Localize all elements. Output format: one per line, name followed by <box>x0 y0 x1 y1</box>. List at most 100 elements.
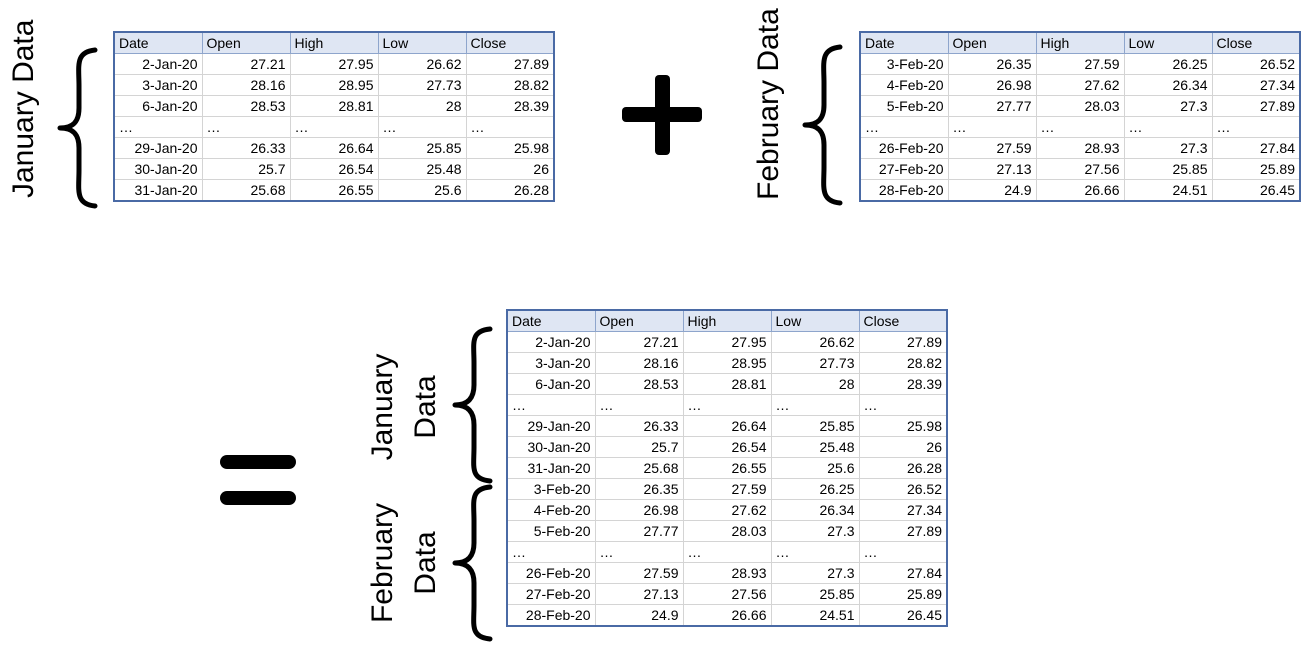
value-cell: 26.62 <box>377 53 467 75</box>
combined-february-brace <box>452 484 493 642</box>
date-cell: 30-Jan-20 <box>113 158 203 180</box>
value-cell: … <box>770 394 860 416</box>
value-cell: 28.81 <box>682 373 772 395</box>
date-cell: 3-Feb-20 <box>859 53 949 75</box>
table-row: 3-Jan-20 28.16 28.95 27.73 28.82 <box>506 352 948 374</box>
value-cell: 24.9 <box>947 179 1037 202</box>
value-cell: 27.95 <box>682 331 772 353</box>
value-cell: 26.45 <box>1211 179 1301 202</box>
value-cell: 25.48 <box>377 158 467 180</box>
value-cell: 26.55 <box>682 457 772 479</box>
value-cell: 26.98 <box>594 499 684 521</box>
table-row: …………… <box>506 541 948 563</box>
table-row: 30-Jan-20 25.7 26.54 25.48 26 <box>113 158 555 180</box>
value-cell: 26 <box>858 436 948 458</box>
value-cell: 27.59 <box>1035 53 1125 75</box>
date-cell: 6-Jan-20 <box>506 373 596 395</box>
value-cell: 26.35 <box>594 478 684 500</box>
value-cell: 27.89 <box>858 331 948 353</box>
table-row: 3-Feb-20 26.35 27.59 26.25 26.52 <box>859 53 1301 75</box>
date-cell: 31-Jan-20 <box>113 179 203 202</box>
value-cell: 26.34 <box>770 499 860 521</box>
value-cell: 26.62 <box>770 331 860 353</box>
date-cell: … <box>506 394 596 416</box>
january-header-row: Date Open High Low Close <box>113 31 555 54</box>
february-header-row: Date Open High Low Close <box>859 31 1301 54</box>
value-cell: 26.35 <box>947 53 1037 75</box>
value-cell: … <box>682 541 772 563</box>
table-row: 2-Jan-20 27.21 27.95 26.62 27.89 <box>506 331 948 353</box>
table-row: 29-Jan-20 26.33 26.64 25.85 25.98 <box>506 415 948 437</box>
table-row: 27-Feb-20 27.13 27.56 25.85 25.89 <box>506 583 948 605</box>
value-cell: … <box>289 116 379 138</box>
value-cell: 27.89 <box>465 53 555 75</box>
value-cell: 26 <box>465 158 555 180</box>
column-header: Low <box>377 31 467 54</box>
value-cell: … <box>770 541 860 563</box>
value-cell: 25.6 <box>377 179 467 202</box>
value-cell: … <box>947 116 1037 138</box>
january-body: 2-Jan-20 27.21 27.95 26.62 27.89 3-Jan-20 28.1… <box>113 53 555 202</box>
column-header: Open <box>594 309 684 332</box>
value-cell: 27.3 <box>770 562 860 584</box>
value-cell: 25.89 <box>858 583 948 605</box>
table-row: …………… <box>859 116 1301 138</box>
value-cell: 27.3 <box>770 520 860 542</box>
value-cell: 26.25 <box>1123 53 1213 75</box>
table-row: …………… <box>113 116 555 138</box>
february-body: 3-Feb-20 26.35 27.59 26.25 26.52 4-Feb-20 26.9… <box>859 53 1301 202</box>
january-brace <box>57 47 98 209</box>
table-row: 31-Jan-20 25.68 26.55 25.6 26.28 <box>113 179 555 202</box>
date-cell: 27-Feb-20 <box>859 158 949 180</box>
table-row: 5-Feb-20 27.77 28.03 27.3 27.89 <box>859 95 1301 117</box>
value-cell: 26.34 <box>1123 74 1213 96</box>
date-cell: 26-Feb-20 <box>859 137 949 159</box>
value-cell: 28.16 <box>594 352 684 374</box>
value-cell: 26.45 <box>858 604 948 627</box>
column-header: Low <box>770 309 860 332</box>
value-cell: 28.03 <box>1035 95 1125 117</box>
value-cell: 28.81 <box>289 95 379 117</box>
value-cell: 27.21 <box>201 53 291 75</box>
column-header: Close <box>1211 31 1301 54</box>
table-row: 26-Feb-20 27.59 28.93 27.3 27.84 <box>859 137 1301 159</box>
table-row: 26-Feb-20 27.59 28.93 27.3 27.84 <box>506 562 948 584</box>
value-cell: 25.48 <box>770 436 860 458</box>
value-cell: 25.7 <box>201 158 291 180</box>
column-header: Date <box>506 309 596 332</box>
combined-body: 2-Jan-20 27.21 27.95 26.62 27.89 3-Jan-20 28.1… <box>506 331 948 627</box>
date-cell: 27-Feb-20 <box>506 583 596 605</box>
value-cell: 28.82 <box>858 352 948 374</box>
february-table: Date Open High Low Close 3-Feb-20 26.35 27.59 2… <box>859 31 1301 202</box>
value-cell: 28 <box>377 95 467 117</box>
plus-operator <box>622 75 702 155</box>
value-cell: 28.16 <box>201 74 291 96</box>
value-cell: 27.77 <box>594 520 684 542</box>
date-cell: 28-Feb-20 <box>859 179 949 202</box>
value-cell: 28.39 <box>465 95 555 117</box>
value-cell: 26.54 <box>289 158 379 180</box>
value-cell: 27.77 <box>947 95 1037 117</box>
value-cell: 25.68 <box>201 179 291 202</box>
date-cell: 31-Jan-20 <box>506 457 596 479</box>
value-cell: 28.39 <box>858 373 948 395</box>
value-cell: 27.21 <box>594 331 684 353</box>
column-header: High <box>1035 31 1125 54</box>
value-cell: 26.55 <box>289 179 379 202</box>
value-cell: 28.95 <box>682 352 772 374</box>
value-cell: 28 <box>770 373 860 395</box>
value-cell: 28.03 <box>682 520 772 542</box>
column-header: Close <box>465 31 555 54</box>
value-cell: … <box>682 394 772 416</box>
date-cell: … <box>859 116 949 138</box>
january-data-label: January Data <box>7 19 40 198</box>
value-cell: 27.34 <box>1211 74 1301 96</box>
value-cell: 24.9 <box>594 604 684 627</box>
date-cell: 29-Jan-20 <box>113 137 203 159</box>
date-cell: 4-Feb-20 <box>506 499 596 521</box>
table-row: 27-Feb-20 27.13 27.56 25.85 25.89 <box>859 158 1301 180</box>
table-row: 6-Jan-20 28.53 28.81 28 28.39 <box>113 95 555 117</box>
value-cell: … <box>377 116 467 138</box>
column-header: Open <box>201 31 291 54</box>
value-cell: 26.28 <box>465 179 555 202</box>
